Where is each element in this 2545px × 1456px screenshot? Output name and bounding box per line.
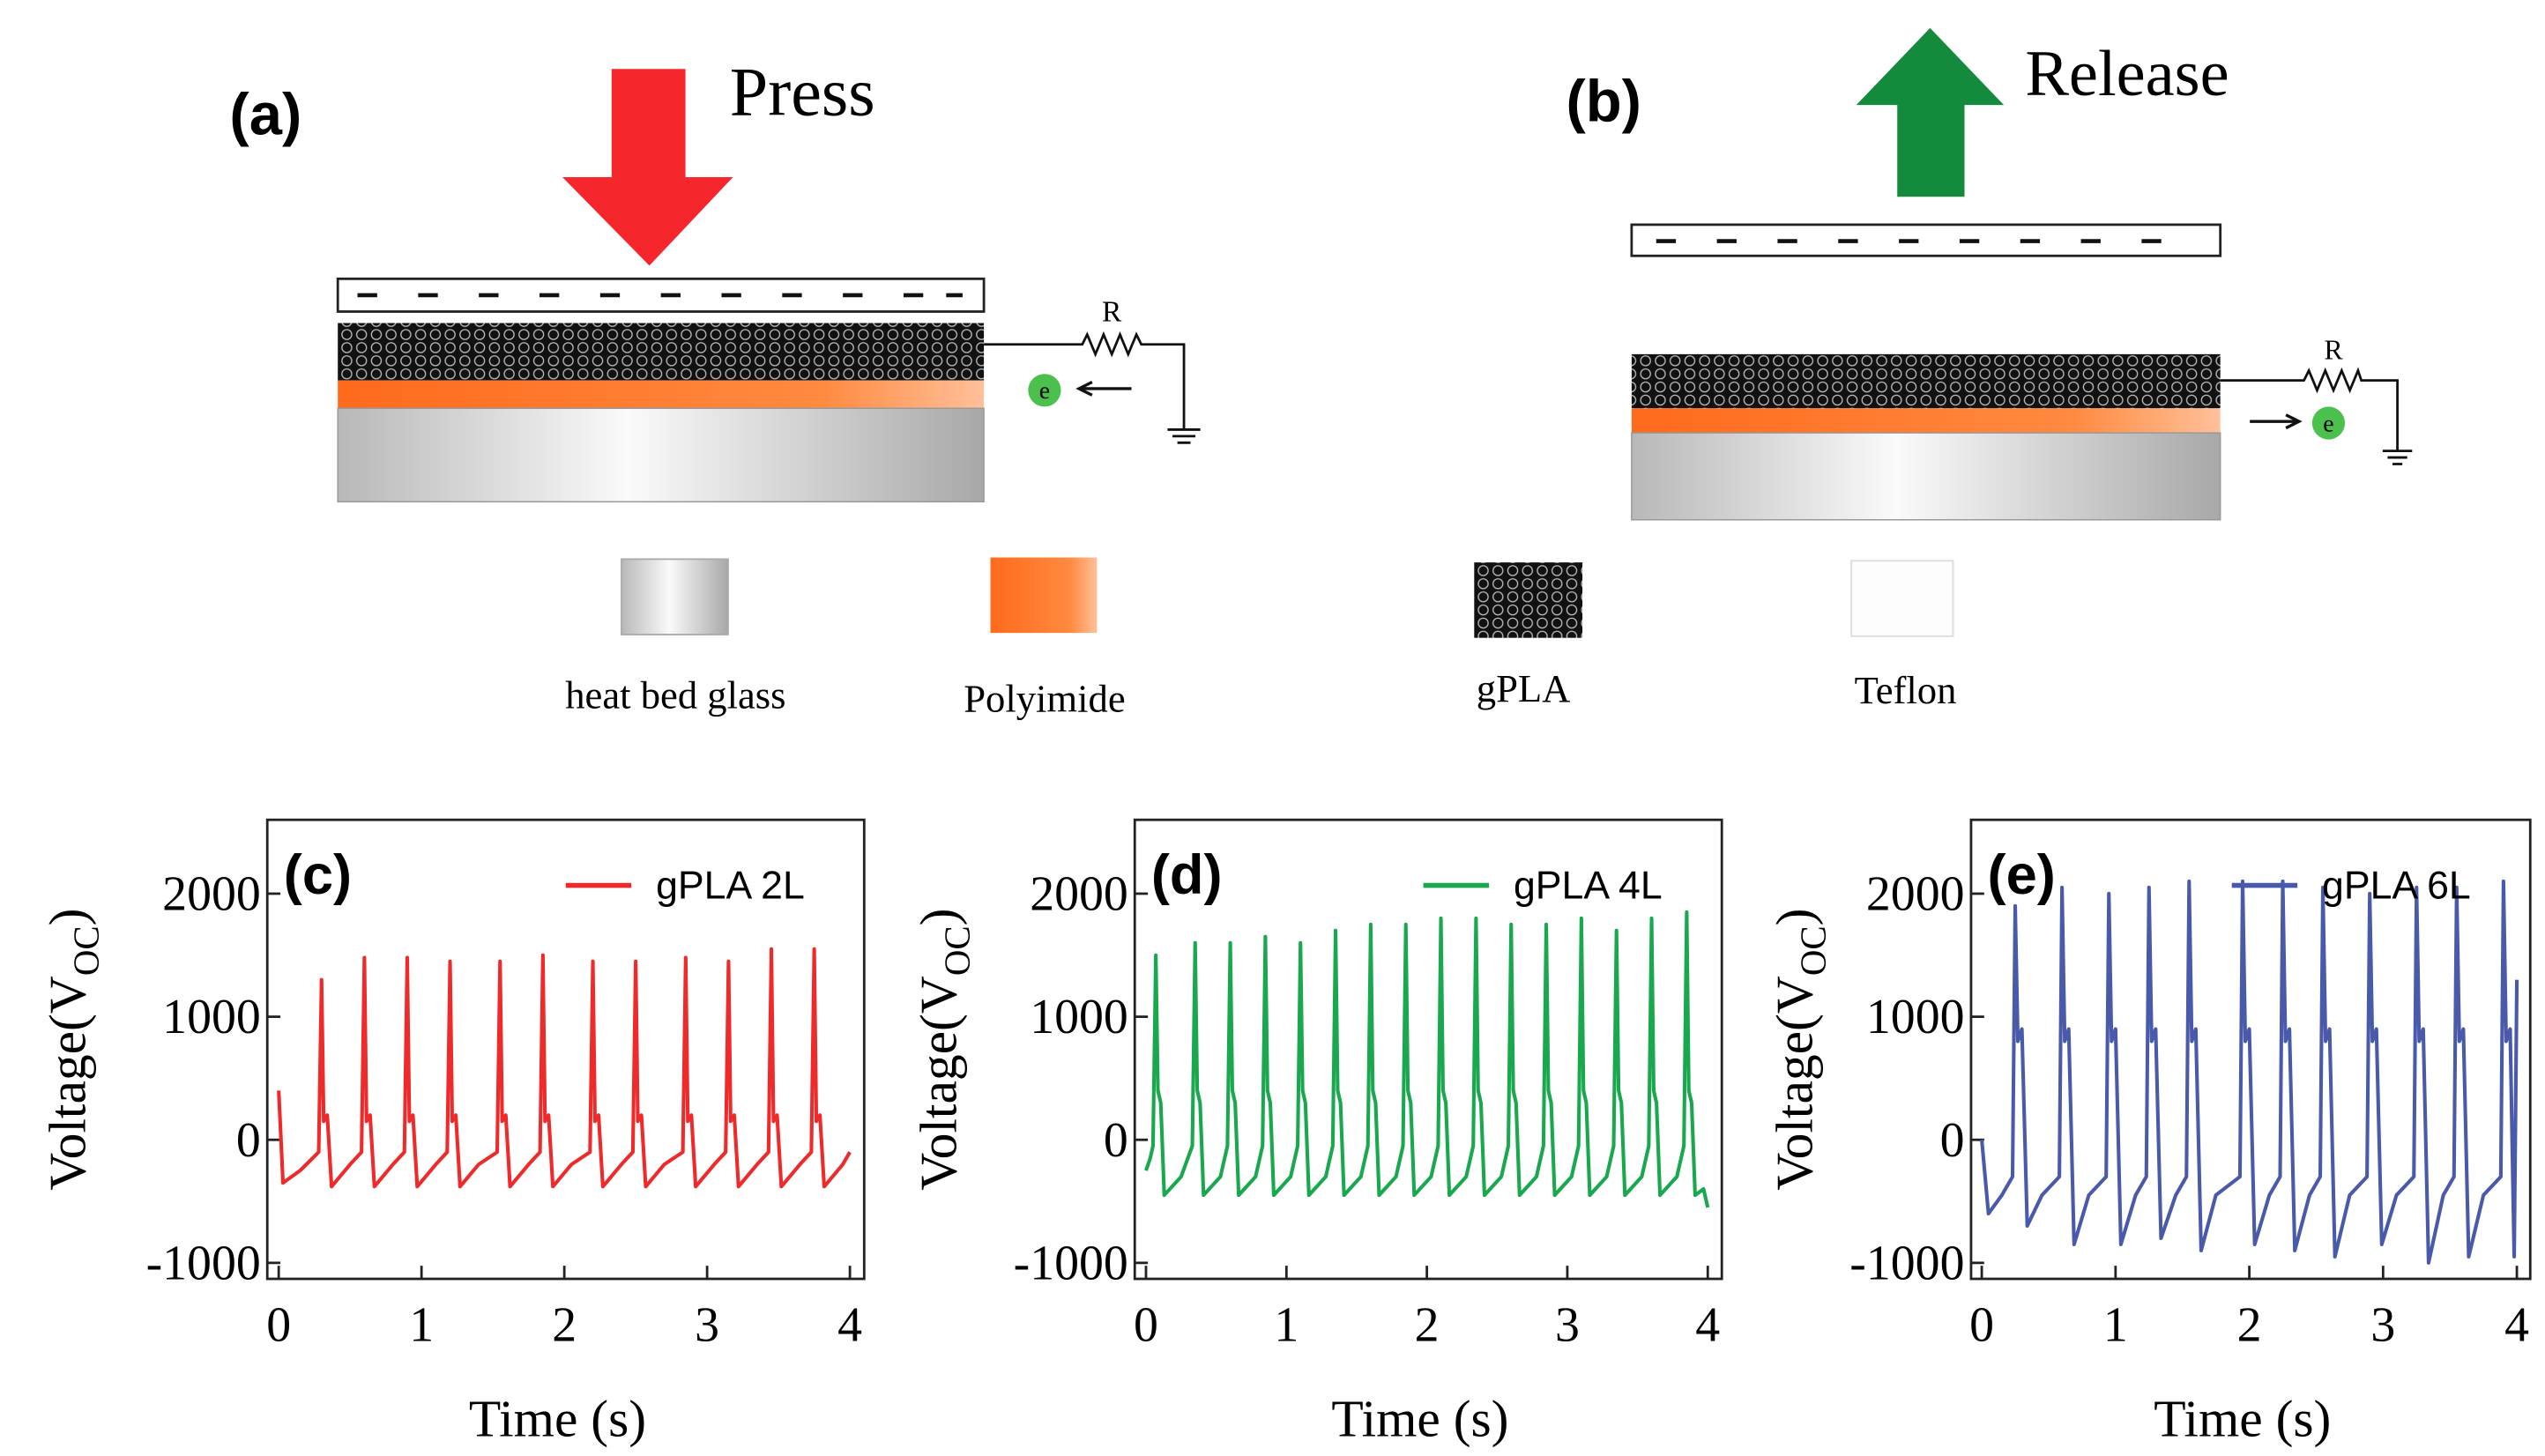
legend-label: gPLA 2L <box>656 864 805 907</box>
y-axis-label-sub: OC <box>67 925 107 976</box>
panel-label: (d) <box>1151 844 1223 906</box>
legend-label: Teflon <box>1855 668 1957 712</box>
release-label: Release <box>2025 38 2229 110</box>
y-tick-label: 1000 <box>1866 990 1965 1044</box>
plot-frame <box>265 818 866 1281</box>
x-tick-label: 4 <box>837 1298 862 1353</box>
x-axis-label: Time (s) <box>1331 1390 1508 1448</box>
x-tick-label: 3 <box>1555 1298 1580 1353</box>
electron-arrow <box>2250 413 2303 430</box>
x-axis-label: Time (s) <box>2154 1390 2331 1448</box>
x-tick-label: 0 <box>1134 1298 1158 1353</box>
x-tick-label: 0 <box>1969 1298 1994 1353</box>
y-tick-label: -1000 <box>146 1236 261 1290</box>
data-line <box>1980 879 2519 1265</box>
y-tick-label: -1000 <box>1849 1236 1964 1290</box>
legend-label: gPLA <box>1477 666 1571 710</box>
x-tick-label: 2 <box>552 1298 577 1353</box>
y-tick-label: -1000 <box>1014 1236 1128 1290</box>
electron-label: e <box>1039 377 1050 405</box>
x-tick-label: 1 <box>1274 1298 1299 1353</box>
y-axis-label-sub: OC <box>937 925 977 976</box>
x-tick-label: 4 <box>1695 1298 1720 1353</box>
release-arrow <box>1856 27 2005 197</box>
y-axis-label-main: Voltage(V <box>1765 976 1823 1191</box>
y-tick-label: 2000 <box>162 867 261 922</box>
panel-b: (b) Release R e <box>1566 27 2413 521</box>
gpla-layer <box>338 323 985 381</box>
teflon-layer <box>1630 223 2222 257</box>
y-tick-label: 1000 <box>1030 990 1128 1044</box>
circuit <box>984 331 1201 444</box>
y-axis-label-end: ) <box>909 909 967 926</box>
y-tick-label: 2000 <box>1866 867 1965 922</box>
y-tick-label: 0 <box>236 1113 261 1168</box>
x-tick-label: 3 <box>695 1298 719 1353</box>
y-tick-label: 0 <box>1104 1113 1128 1168</box>
electron-arrow <box>1075 381 1132 397</box>
resistor-label: R <box>2324 334 2343 365</box>
x-tick-label: 2 <box>1415 1298 1440 1353</box>
x-axis-label: Time (s) <box>469 1390 646 1448</box>
glass-layer <box>337 407 985 503</box>
legend-label: heat bed glass <box>565 673 785 717</box>
y-axis-label-sub: OC <box>1793 925 1833 976</box>
press-arrow <box>562 69 733 266</box>
panel-label: (e) <box>1988 844 2056 906</box>
y-tick-label: 1000 <box>162 990 261 1044</box>
press-label: Press <box>730 53 875 130</box>
electron <box>2311 406 2346 440</box>
legend-label: gPLA 6L <box>2322 864 2471 907</box>
electron <box>1028 374 1061 407</box>
y-axis-label-end: ) <box>39 909 97 926</box>
y-axis-label: Voltage(VOC) <box>909 909 977 1191</box>
panel-label: (a) <box>229 82 301 148</box>
gpla-layer <box>1631 353 2221 409</box>
panel-label: (c) <box>284 844 352 906</box>
data-line <box>277 947 852 1189</box>
y-axis-label: Voltage(VOC) <box>1765 909 1833 1191</box>
glass-layer <box>1631 432 2221 521</box>
gpla-swatch <box>1474 562 1583 638</box>
plot-frame <box>1969 818 2532 1281</box>
data-line <box>1144 910 1710 1208</box>
resistor-label: R <box>1102 296 1122 329</box>
y-axis-label-main: Voltage(V <box>39 976 97 1191</box>
y-tick-label: 2000 <box>1030 867 1128 922</box>
glass-swatch <box>621 558 729 635</box>
y-axis-label-end: ) <box>1765 909 1823 926</box>
materials-legend: heat bed glass Polyimide gPLA Teflon <box>565 557 1957 720</box>
legend-label: gPLA 4L <box>1514 864 1663 907</box>
polyimide-swatch <box>990 557 1098 634</box>
electron-label: e <box>2323 410 2333 437</box>
x-tick-label: 2 <box>2237 1298 2262 1353</box>
panel-a: (a) Press R e <box>229 53 1201 503</box>
x-tick-label: 3 <box>2370 1298 2395 1353</box>
circuit <box>2220 367 2413 465</box>
polyimide-layer <box>1631 408 2221 434</box>
y-axis-label-main: Voltage(V <box>909 976 967 1191</box>
y-axis-label: Voltage(VOC) <box>39 909 107 1191</box>
x-tick-label: 0 <box>266 1298 291 1353</box>
x-tick-label: 1 <box>409 1298 434 1353</box>
plot-frame <box>1133 818 1723 1281</box>
teflon-swatch <box>1850 560 1954 637</box>
x-tick-label: 1 <box>2103 1298 2128 1353</box>
teflon-layer <box>336 277 986 313</box>
legend-label: Polyimide <box>964 676 1125 720</box>
polyimide-layer <box>338 380 985 409</box>
x-tick-label: 4 <box>2504 1298 2529 1353</box>
y-tick-label: 0 <box>1940 1113 1965 1168</box>
panel-label: (b) <box>1566 69 1641 135</box>
